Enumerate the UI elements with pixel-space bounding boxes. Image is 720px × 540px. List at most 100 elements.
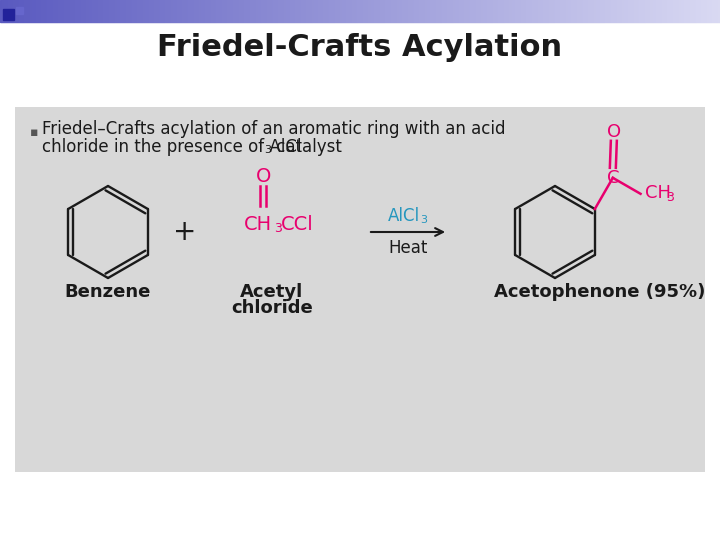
Bar xyxy=(634,0,635,22)
Bar xyxy=(436,0,437,22)
Bar xyxy=(395,0,396,22)
Bar xyxy=(123,0,124,22)
Text: C: C xyxy=(606,169,619,187)
Text: O: O xyxy=(607,123,621,141)
Text: +: + xyxy=(174,218,197,246)
Bar xyxy=(334,0,335,22)
Bar xyxy=(574,0,575,22)
Bar xyxy=(272,0,273,22)
Bar xyxy=(377,0,378,22)
Bar xyxy=(340,0,341,22)
Bar xyxy=(84,0,85,22)
Bar xyxy=(194,0,195,22)
Bar xyxy=(357,0,358,22)
Bar xyxy=(285,0,286,22)
Bar xyxy=(77,0,78,22)
Bar xyxy=(274,0,275,22)
Bar xyxy=(296,0,297,22)
Bar xyxy=(404,0,405,22)
Bar xyxy=(521,0,522,22)
Bar xyxy=(556,0,557,22)
Bar xyxy=(668,0,669,22)
Bar xyxy=(695,0,696,22)
Bar xyxy=(256,0,257,22)
Bar xyxy=(570,0,571,22)
Bar xyxy=(191,0,192,22)
Bar xyxy=(554,0,555,22)
Bar xyxy=(157,0,158,22)
Bar xyxy=(456,0,457,22)
Bar xyxy=(225,0,226,22)
Bar xyxy=(65,0,66,22)
Bar xyxy=(330,0,331,22)
Bar xyxy=(564,0,565,22)
Bar xyxy=(499,0,500,22)
Bar xyxy=(30,0,31,22)
Bar xyxy=(227,0,228,22)
Bar xyxy=(13,0,14,22)
Bar xyxy=(459,0,460,22)
Bar xyxy=(658,0,659,22)
Bar xyxy=(351,0,352,22)
Text: CH: CH xyxy=(644,184,670,202)
Bar xyxy=(187,0,188,22)
Bar xyxy=(301,0,302,22)
Bar xyxy=(653,0,654,22)
Bar xyxy=(3,9,14,20)
Bar xyxy=(520,0,521,22)
Bar xyxy=(44,0,45,22)
Bar xyxy=(156,0,157,22)
Bar xyxy=(485,0,486,22)
Bar xyxy=(518,0,519,22)
Bar xyxy=(699,0,700,22)
Bar xyxy=(524,0,525,22)
Bar xyxy=(338,0,339,22)
Bar xyxy=(390,0,391,22)
Bar xyxy=(48,0,49,22)
Bar xyxy=(391,0,392,22)
Bar xyxy=(505,0,506,22)
Bar xyxy=(651,0,652,22)
Bar xyxy=(184,0,185,22)
Bar xyxy=(183,0,184,22)
Bar xyxy=(332,0,333,22)
Bar xyxy=(143,0,144,22)
Bar xyxy=(146,0,147,22)
Bar xyxy=(678,0,679,22)
Bar xyxy=(531,0,532,22)
Bar xyxy=(149,0,150,22)
Bar xyxy=(701,0,702,22)
Bar xyxy=(69,0,70,22)
Bar xyxy=(362,0,363,22)
Bar xyxy=(36,0,37,22)
Bar xyxy=(408,0,409,22)
Bar xyxy=(411,0,412,22)
Bar xyxy=(387,0,388,22)
Bar xyxy=(228,0,229,22)
Bar xyxy=(113,0,114,22)
Bar xyxy=(414,0,415,22)
Bar xyxy=(293,0,294,22)
Bar xyxy=(39,0,40,22)
Bar xyxy=(576,0,577,22)
Bar xyxy=(111,0,112,22)
Bar xyxy=(212,0,213,22)
Bar xyxy=(589,0,590,22)
Bar xyxy=(525,0,526,22)
Bar xyxy=(125,0,126,22)
Bar xyxy=(209,0,210,22)
Bar xyxy=(305,0,306,22)
Bar xyxy=(469,0,470,22)
Bar xyxy=(517,0,518,22)
Bar xyxy=(420,0,421,22)
Bar xyxy=(432,0,433,22)
Bar xyxy=(383,0,384,22)
Bar xyxy=(300,0,301,22)
Bar xyxy=(318,0,319,22)
Bar xyxy=(562,0,563,22)
Bar xyxy=(621,0,622,22)
Bar xyxy=(385,0,386,22)
Bar xyxy=(433,0,434,22)
Bar xyxy=(603,0,604,22)
Bar xyxy=(632,0,633,22)
